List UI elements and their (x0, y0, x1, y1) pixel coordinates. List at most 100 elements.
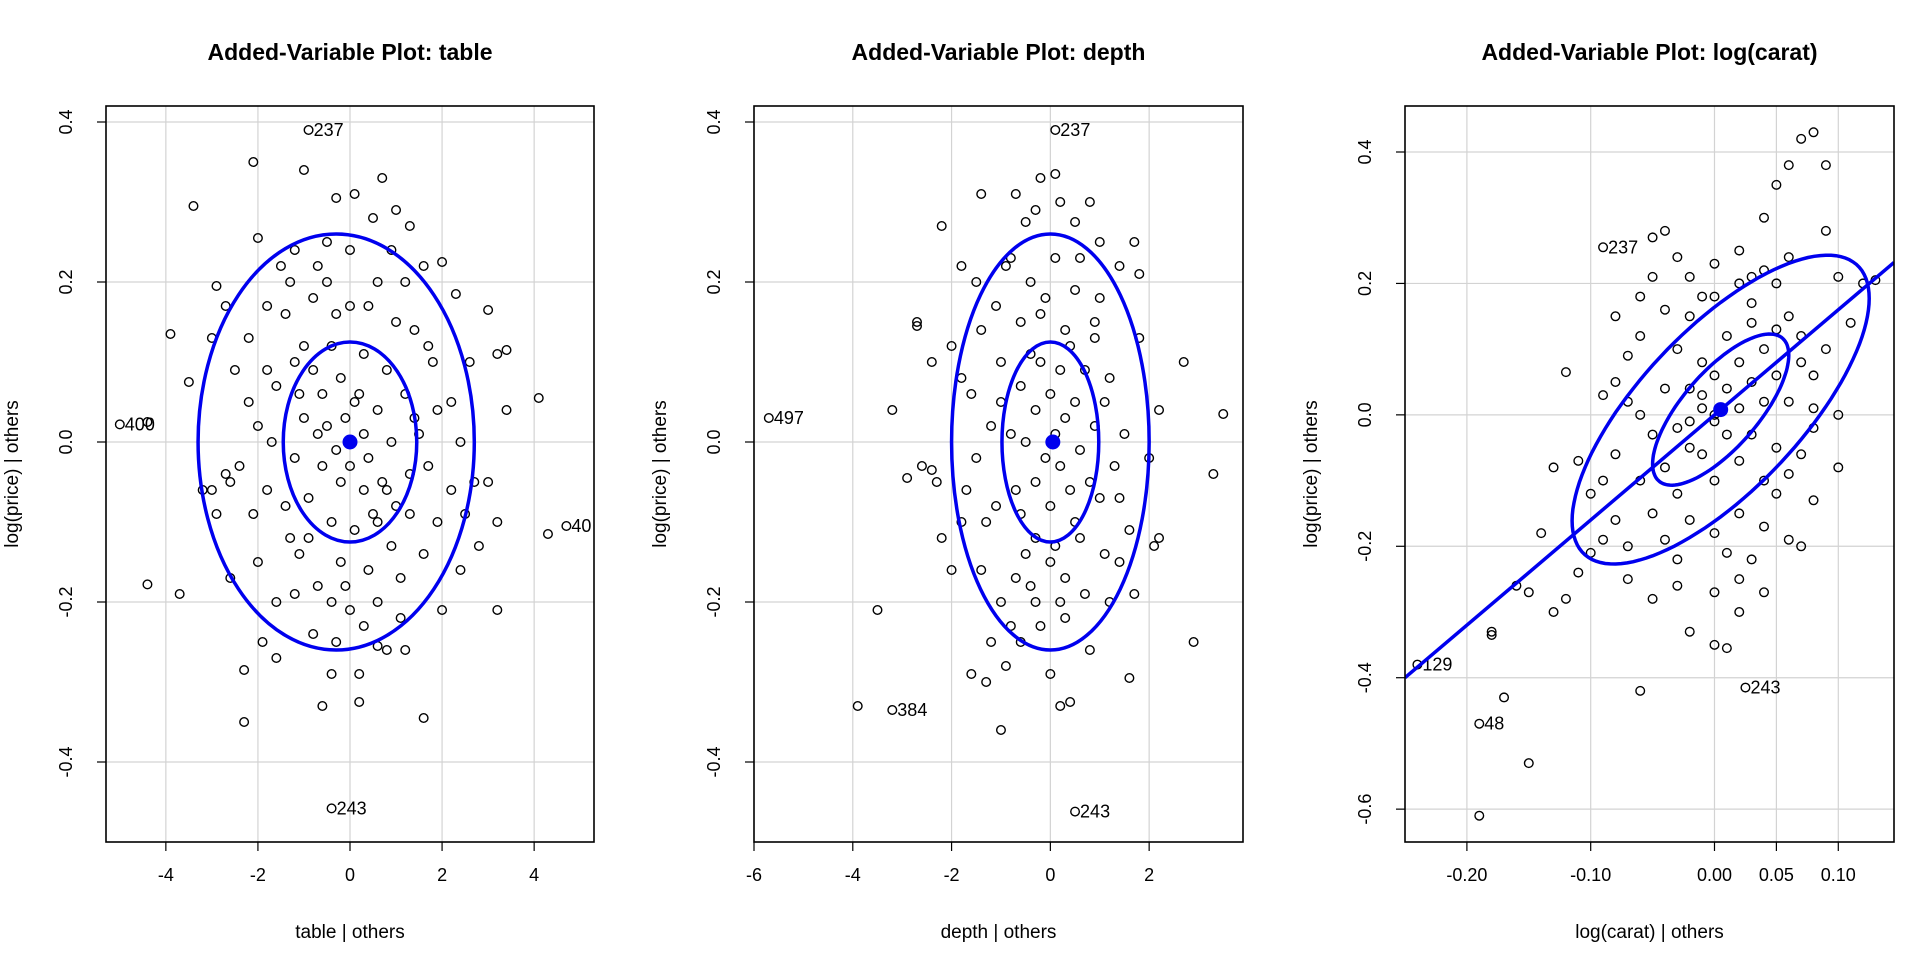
data-point (1084, 196, 1095, 207)
data-point (1045, 669, 1056, 680)
data-point (252, 232, 263, 243)
data-point (317, 701, 328, 712)
data-point (414, 429, 425, 440)
data-point (1734, 403, 1745, 414)
data-point (976, 565, 987, 576)
data-point (1129, 589, 1140, 600)
data-point (335, 477, 346, 488)
x-tick-label: 0.10 (1821, 865, 1856, 885)
data-point (271, 381, 282, 392)
y-tick-label: 0.4 (56, 109, 76, 134)
data-point (423, 341, 434, 352)
data-point (391, 317, 402, 328)
data-point (1783, 160, 1794, 171)
confidence-ellipse (281, 340, 419, 544)
data-point (1094, 236, 1105, 247)
data-point (321, 277, 332, 288)
data-point (368, 509, 379, 520)
y-tick-label: 0.4 (1355, 139, 1375, 164)
data-point (400, 277, 411, 288)
data-point (345, 461, 356, 472)
y-tick-label: -0.2 (1355, 531, 1375, 562)
y-tick-label: 0.2 (1355, 271, 1375, 296)
plot-frame (753, 105, 1244, 843)
data-point (1188, 637, 1199, 648)
x-tick-label: 0 (1045, 865, 1055, 885)
data-point (1746, 298, 1757, 309)
data-point (1074, 533, 1085, 544)
data-point (345, 244, 356, 255)
data-point (473, 541, 484, 552)
point-label: 48 (1484, 714, 1504, 734)
data-point (400, 645, 411, 656)
x-tick-label: 4 (529, 865, 539, 885)
data-point (303, 533, 314, 544)
data-point (363, 453, 374, 464)
point-label: 237 (1608, 237, 1638, 257)
data-point (1759, 396, 1770, 407)
data-point (1771, 278, 1782, 289)
data-point (1065, 485, 1076, 496)
data-point (1536, 528, 1547, 539)
data-point (335, 557, 346, 568)
data-point (308, 293, 319, 304)
data-point (1114, 557, 1125, 568)
data-point (1055, 701, 1066, 712)
point-label: 384 (897, 700, 927, 720)
data-point (1759, 587, 1770, 598)
data-point (1218, 409, 1229, 420)
data-point (1734, 245, 1745, 256)
data-point (427, 357, 438, 368)
data-point (271, 653, 282, 664)
data-point (936, 533, 947, 544)
data-point (1020, 216, 1031, 227)
confidence-ellipse (1570, 253, 1871, 566)
data-point (1010, 485, 1021, 496)
panel-depth: Added-Variable Plot: depth depth | others… (650, 39, 1244, 943)
data-point (423, 461, 434, 472)
data-point (432, 517, 443, 528)
data-point (312, 581, 323, 592)
data-point (1709, 475, 1720, 486)
data-point (991, 301, 1002, 312)
data-point (331, 309, 342, 320)
data-point (372, 597, 383, 608)
data-point (1697, 357, 1708, 368)
data-point (234, 461, 245, 472)
data-point (1796, 449, 1807, 460)
x-tick-label: -2 (944, 865, 960, 885)
data-point (294, 549, 305, 560)
data-point (262, 365, 273, 376)
point-label: 243 (337, 798, 367, 818)
data-point (372, 277, 383, 288)
data-point (1573, 567, 1584, 578)
data-point (1474, 810, 1485, 821)
regression-line (1405, 261, 1894, 680)
data-point (1808, 127, 1819, 138)
data-point (1104, 373, 1115, 384)
data-point (285, 533, 296, 544)
data-point (1771, 370, 1782, 381)
data-point (1647, 508, 1658, 519)
data-point (483, 305, 494, 316)
data-point (326, 597, 337, 608)
data-point (1030, 204, 1041, 215)
data-point (1060, 573, 1071, 584)
data-point (1783, 534, 1794, 545)
data-point (1684, 442, 1695, 453)
data-point (1030, 405, 1041, 416)
data-point (1560, 367, 1571, 378)
data-point (1672, 344, 1683, 355)
x-tick-label: 2 (437, 865, 447, 885)
data-point (1622, 350, 1633, 361)
data-point (1783, 252, 1794, 263)
data-point (1055, 365, 1066, 376)
data-point (248, 509, 259, 520)
data-point (1610, 449, 1621, 460)
data-point (262, 301, 273, 312)
data-point (252, 421, 263, 432)
data-point (262, 485, 273, 496)
labeled-data-point (326, 803, 337, 814)
y-axis-label: log(price) | others (2, 400, 23, 548)
panel-log-carat: Added-Variable Plot: log(carat) log(carat… (1301, 39, 1895, 943)
